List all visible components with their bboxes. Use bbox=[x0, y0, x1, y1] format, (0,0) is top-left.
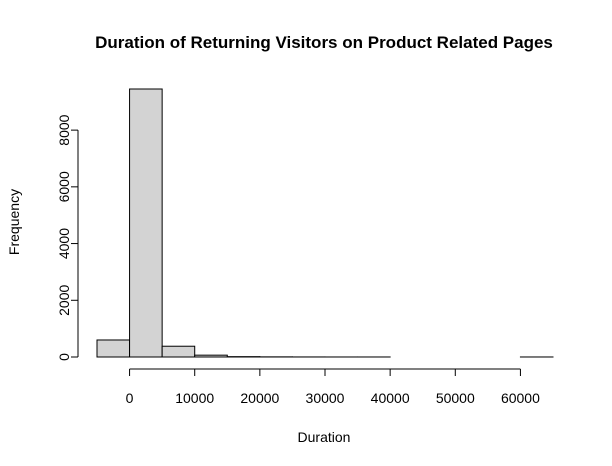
x-tick-label-2: 20000 bbox=[240, 390, 279, 406]
histogram-bar-2 bbox=[161, 345, 196, 358]
y-tick-label-1: 2000 bbox=[56, 285, 72, 316]
y-tick-label-2: 4000 bbox=[56, 228, 72, 259]
y-axis: 0 2000 4000 6000 8000 bbox=[56, 114, 79, 361]
x-axis-label: Duration bbox=[298, 429, 351, 445]
x-axis: 0 10000 20000 30000 40000 50000 60000 bbox=[126, 368, 540, 406]
histogram-bar-0 bbox=[96, 339, 131, 358]
x-tick-label-3: 30000 bbox=[306, 390, 345, 406]
histogram-bar-3 bbox=[194, 354, 228, 358]
x-tick-label-0: 0 bbox=[126, 390, 134, 406]
y-tick-label-0: 0 bbox=[56, 353, 72, 361]
x-tick-label-6: 60000 bbox=[501, 390, 540, 406]
bars-group bbox=[96, 88, 554, 358]
y-tick-label-3: 6000 bbox=[56, 171, 72, 202]
y-tick-label-4: 8000 bbox=[56, 114, 72, 145]
histogram-bar-1 bbox=[129, 88, 163, 358]
x-tick-label-4: 40000 bbox=[371, 390, 410, 406]
x-tick-label-5: 50000 bbox=[436, 390, 475, 406]
y-axis-label: Frequency bbox=[6, 189, 22, 255]
x-tick-label-1: 10000 bbox=[175, 390, 214, 406]
chart-title: Duration of Returning Visitors on Produc… bbox=[95, 33, 553, 52]
